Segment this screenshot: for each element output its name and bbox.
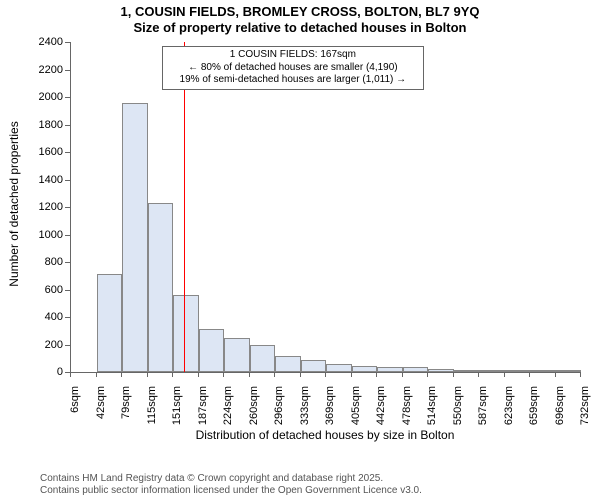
xtick-mark <box>453 372 454 377</box>
histogram-bar <box>250 345 276 372</box>
xtick-mark <box>300 372 301 377</box>
ytick-mark <box>65 317 70 318</box>
ytick-mark <box>65 70 70 71</box>
xtick-label: 151sqm <box>171 386 183 486</box>
xtick-label: 260sqm <box>248 386 260 486</box>
xtick-label: 659sqm <box>528 386 540 486</box>
ytick-mark <box>65 207 70 208</box>
chart-container: 1, COUSIN FIELDS, BROMLEY CROSS, BOLTON,… <box>0 0 600 500</box>
xtick-label: 587sqm <box>477 386 489 486</box>
ytick-mark <box>65 97 70 98</box>
reference-line <box>184 42 186 372</box>
histogram-bar <box>326 364 352 372</box>
histogram-bar <box>173 295 199 372</box>
xtick-mark <box>402 372 403 377</box>
xtick-label: 732sqm <box>579 386 591 486</box>
xtick-label: 442sqm <box>375 386 387 486</box>
xtick-mark <box>147 372 148 377</box>
xtick-mark <box>121 372 122 377</box>
plot-area: 1 COUSIN FIELDS: 167sqm← 80% of detached… <box>70 42 581 373</box>
annotation-line-1: 1 COUSIN FIELDS: 167sqm <box>169 49 417 62</box>
xtick-label: 514sqm <box>426 386 438 486</box>
xtick-label: 696sqm <box>554 386 566 486</box>
histogram-bar <box>97 274 123 372</box>
histogram-bar <box>224 338 250 372</box>
histogram-bar <box>199 329 225 372</box>
histogram-bar <box>505 370 531 372</box>
xtick-mark <box>325 372 326 377</box>
histogram-bar <box>403 367 429 372</box>
ytick-mark <box>65 262 70 263</box>
ytick-label: 400 <box>25 311 63 323</box>
ytick-label: 200 <box>25 339 63 351</box>
xtick-label: 550sqm <box>452 386 464 486</box>
annotation-line-3: 19% of semi-detached houses are larger (… <box>169 74 417 87</box>
xtick-mark <box>351 372 352 377</box>
histogram-bar <box>454 370 480 372</box>
xtick-label: 296sqm <box>273 386 285 486</box>
xtick-mark <box>478 372 479 377</box>
ytick-mark <box>65 42 70 43</box>
xtick-label: 42sqm <box>95 386 107 486</box>
chart-title: 1, COUSIN FIELDS, BROMLEY CROSS, BOLTON,… <box>0 4 600 35</box>
histogram-bar <box>479 370 505 372</box>
xtick-label: 333sqm <box>299 386 311 486</box>
ytick-mark <box>65 290 70 291</box>
histogram-bar <box>301 360 327 372</box>
xtick-label: 224sqm <box>222 386 234 486</box>
ytick-label: 600 <box>25 284 63 296</box>
xtick-label: 478sqm <box>401 386 413 486</box>
xtick-mark <box>249 372 250 377</box>
ytick-label: 1000 <box>25 229 63 241</box>
xtick-label: 6sqm <box>69 386 81 486</box>
annotation-line-2: ← 80% of detached houses are smaller (4,… <box>169 62 417 75</box>
xtick-mark <box>274 372 275 377</box>
xtick-mark <box>427 372 428 377</box>
title-line-1: 1, COUSIN FIELDS, BROMLEY CROSS, BOLTON,… <box>0 4 600 20</box>
xtick-mark <box>504 372 505 377</box>
ytick-label: 800 <box>25 256 63 268</box>
ytick-mark <box>65 180 70 181</box>
ytick-mark <box>65 235 70 236</box>
xtick-label: 115sqm <box>146 386 158 486</box>
ytick-label: 2400 <box>25 36 63 48</box>
xtick-mark <box>172 372 173 377</box>
xtick-label: 369sqm <box>324 386 336 486</box>
histogram-bar <box>352 366 378 372</box>
ytick-label: 2200 <box>25 64 63 76</box>
xtick-mark <box>223 372 224 377</box>
ytick-label: 1200 <box>25 201 63 213</box>
histogram-bar <box>530 370 556 372</box>
ytick-label: 0 <box>25 366 63 378</box>
histogram-bar <box>556 370 582 372</box>
title-line-2: Size of property relative to detached ho… <box>0 20 600 36</box>
footnote-line-2: Contains public sector information licen… <box>40 485 422 497</box>
xtick-mark <box>96 372 97 377</box>
ytick-label: 1600 <box>25 146 63 158</box>
xtick-label: 405sqm <box>350 386 362 486</box>
histogram-bar <box>377 367 403 373</box>
xtick-label: 187sqm <box>197 386 209 486</box>
y-axis-label: Number of detached properties <box>7 104 21 304</box>
annotation-box: 1 COUSIN FIELDS: 167sqm← 80% of detached… <box>162 46 424 90</box>
ytick-label: 1400 <box>25 174 63 186</box>
xtick-label: 623sqm <box>503 386 515 486</box>
xtick-mark <box>555 372 556 377</box>
histogram-bar <box>428 369 454 372</box>
xtick-label: 79sqm <box>120 386 132 486</box>
xtick-mark <box>580 372 581 377</box>
histogram-bar <box>275 356 301 373</box>
histogram-bar <box>148 203 174 372</box>
xtick-mark <box>529 372 530 377</box>
xtick-mark <box>198 372 199 377</box>
xtick-mark <box>70 372 71 377</box>
ytick-label: 2000 <box>25 91 63 103</box>
histogram-bar <box>122 103 148 373</box>
ytick-mark <box>65 152 70 153</box>
ytick-label: 1800 <box>25 119 63 131</box>
ytick-mark <box>65 345 70 346</box>
xtick-mark <box>376 372 377 377</box>
ytick-mark <box>65 125 70 126</box>
